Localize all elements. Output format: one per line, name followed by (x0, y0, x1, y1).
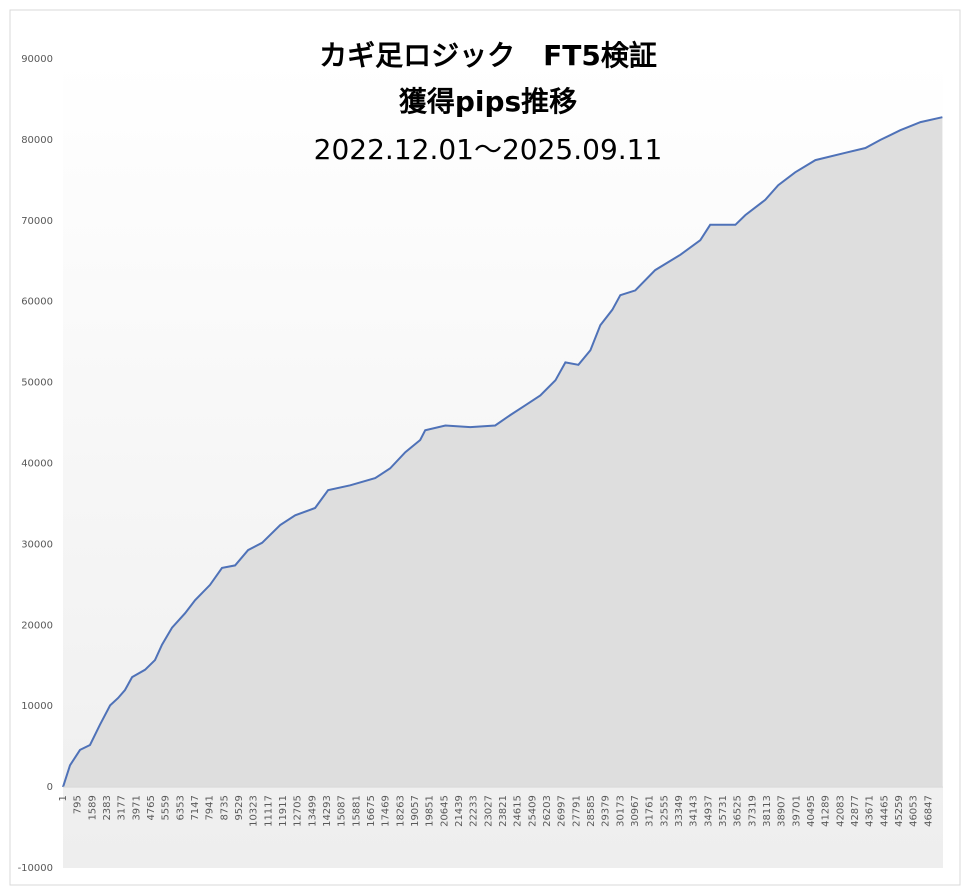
x-tick-label: 46847 (923, 795, 934, 827)
x-tick-label: 3177 (117, 795, 128, 820)
x-tick-label: 14293 (322, 795, 333, 827)
y-tick-label: 30000 (21, 539, 53, 550)
x-tick-label: 22233 (469, 795, 480, 827)
x-tick-label: 34937 (703, 795, 714, 827)
x-tick-label: 42083 (835, 795, 846, 827)
x-tick-label: 34143 (689, 795, 700, 827)
area (63, 117, 943, 788)
x-tick-label: 38907 (777, 795, 788, 827)
x-tick-label: 37319 (747, 795, 758, 827)
y-tick-label: 0 (47, 782, 53, 793)
x-tick-label: 15881 (351, 795, 362, 827)
x-tick-label: 44465 (879, 795, 890, 827)
x-tick-label: 8735 (219, 795, 230, 820)
line (62, 116, 943, 788)
x-tick-label: 30967 (630, 795, 641, 827)
x-tick-label: 46053 (909, 795, 920, 827)
x-tick-label: 45259 (894, 795, 905, 827)
x-tick-label: 11911 (278, 795, 289, 827)
y-tick-label: 60000 (21, 297, 53, 308)
x-tick-label: 9529 (234, 795, 245, 820)
x-tick-label: 24615 (513, 795, 524, 827)
x-tick-label: 7147 (190, 795, 201, 820)
x-tick-label: 39701 (791, 795, 802, 827)
y-tick-label: 10000 (21, 701, 53, 712)
x-tick-label: 32555 (659, 795, 670, 827)
x-tick-label: 41289 (821, 795, 832, 827)
x-tick-label: 33349 (674, 795, 685, 827)
x-tick-label: 10323 (249, 795, 260, 827)
y-tick-label: 50000 (21, 378, 53, 389)
x-tick-label: 28585 (586, 795, 597, 827)
y-tick-label: 20000 (21, 620, 53, 631)
x-tick-label: 1589 (87, 795, 98, 820)
y-tick-label: 40000 (21, 459, 53, 470)
x-tick-label: 19851 (425, 795, 436, 827)
x-tick-label: 23027 (483, 795, 494, 827)
x-tick-label: 40495 (806, 795, 817, 827)
x-tick-label: 21439 (454, 795, 465, 827)
x-tick-label: 7941 (205, 795, 216, 820)
x-tick-label: 38113 (762, 795, 773, 827)
x-tick-label: 36525 (733, 795, 744, 827)
x-tick-label: 17469 (381, 795, 392, 827)
x-tick-label: 13499 (307, 795, 318, 827)
x-tick-label: 11117 (263, 795, 274, 827)
y-tick-label: 70000 (21, 216, 53, 227)
x-tick-label: 43671 (865, 795, 876, 827)
chart-period: 2022.12.01～2025.09.11 (314, 133, 663, 166)
x-tick-label: 1 (58, 795, 69, 801)
x-tick-label: 25409 (527, 795, 538, 827)
y-tick-label: -10000 (18, 863, 53, 874)
x-tick-label: 42877 (850, 795, 861, 827)
x-tick-label: 19057 (410, 795, 421, 827)
x-tick-label: 18263 (395, 795, 406, 827)
x-tick-label: 5559 (161, 795, 172, 820)
x-tick-label: 26997 (557, 795, 568, 827)
x-tick-label: 16675 (366, 795, 377, 827)
x-tick-label: 27791 (571, 795, 582, 827)
x-tick-label: 30173 (615, 795, 626, 827)
y-tick-label: 90000 (21, 54, 53, 65)
x-tick-label: 20645 (439, 795, 450, 827)
x-tick-label: 2383 (102, 795, 113, 820)
x-tick-label: 3971 (131, 795, 142, 820)
x-tick-label: 35731 (718, 795, 729, 827)
chart-title: カギ足ロジック FT5検証 (319, 39, 657, 72)
x-tick-label: 4765 (146, 795, 157, 820)
x-tick-label: 15087 (337, 795, 348, 827)
x-tick-label: 6353 (175, 795, 186, 820)
x-tick-label: 29379 (601, 795, 612, 827)
x-tick-label: 31761 (645, 795, 656, 827)
y-tick-label: 80000 (21, 135, 53, 146)
chart-subtitle: 獲得pips推移 (399, 85, 577, 118)
x-tick-label: 12705 (293, 795, 304, 827)
x-tick-label: 23821 (498, 795, 509, 827)
x-tick-label: 26203 (542, 795, 553, 827)
x-tick-label: 795 (73, 795, 84, 814)
